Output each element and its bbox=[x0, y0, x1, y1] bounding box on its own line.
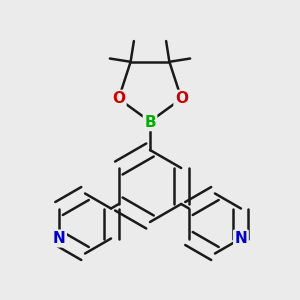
Text: O: O bbox=[112, 91, 125, 106]
Text: O: O bbox=[175, 91, 188, 106]
Text: B: B bbox=[144, 115, 156, 130]
Text: N: N bbox=[53, 231, 65, 246]
Text: N: N bbox=[235, 231, 247, 246]
